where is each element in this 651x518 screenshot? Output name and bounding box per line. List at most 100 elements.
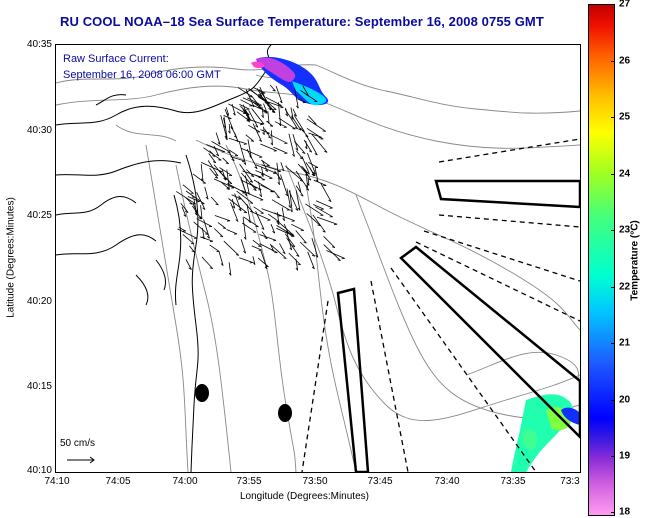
current-vector (313, 204, 324, 210)
current-vector-head (243, 162, 247, 165)
current-vector (320, 182, 332, 202)
current-vector (260, 159, 270, 167)
colorbar-tick: 23 (619, 224, 631, 236)
current-vector-head (264, 112, 268, 114)
colorbar-tick-mark (611, 343, 615, 344)
current-vector (315, 200, 333, 209)
current-vector (254, 174, 265, 181)
current-vector (297, 98, 306, 103)
current-vector-head (247, 119, 250, 123)
current-vector (237, 87, 253, 98)
x-tick-label: 73:45 (367, 476, 393, 487)
current-vector-head (279, 100, 283, 104)
colorbar-tick-mark (611, 230, 615, 231)
current-vector-head (291, 116, 294, 120)
current-vector-head (308, 178, 312, 181)
current-vector (259, 86, 264, 95)
scale-label: 50 cm/s (60, 438, 96, 449)
current-vector (188, 245, 195, 253)
current-vector-head (199, 216, 203, 220)
current-vector-head (189, 203, 193, 205)
colorbar-tick-mark (611, 400, 615, 401)
y-axis-title: Latitude (Degrees:Minutes) (5, 197, 17, 318)
current-vector-head (202, 207, 206, 210)
current-vector-head (334, 223, 338, 226)
current-vector-head (225, 137, 228, 141)
current-vector-head (295, 148, 299, 151)
station-marker (278, 404, 292, 422)
current-vector (222, 157, 229, 165)
current-vector-head (261, 227, 265, 230)
current-vector (273, 190, 280, 199)
current-vector (228, 123, 231, 134)
current-vector-head (305, 188, 309, 191)
current-vector-head (290, 234, 294, 236)
current-vector (226, 229, 238, 235)
current-vector (177, 228, 198, 239)
current-vector-head (331, 246, 336, 248)
current-vector-head (231, 158, 235, 162)
current-vector (252, 256, 256, 265)
colorbar-tick: 19 (619, 450, 631, 462)
current-vector (305, 172, 308, 188)
current-vector (275, 85, 283, 104)
current-vector-head (304, 146, 308, 150)
y-tick-label: 40:30 (26, 125, 52, 136)
current-vector-head (272, 230, 276, 234)
current-vector (209, 168, 219, 179)
colorbar-tick-mark (611, 174, 615, 175)
current-vector-head (281, 168, 285, 172)
current-vector (261, 231, 268, 240)
current-vector (245, 134, 255, 142)
current-vector (228, 149, 239, 157)
current-vector (245, 89, 255, 108)
current-vector-head (285, 193, 288, 197)
colorbar-tick-mark (611, 117, 615, 118)
x-tick-label: 74:10 (44, 476, 70, 487)
current-vector (312, 214, 326, 233)
current-vector-head (295, 208, 299, 211)
current-vector-head (302, 152, 306, 154)
current-vector-head (311, 173, 315, 177)
current-vector (291, 115, 302, 131)
current-vector (230, 202, 239, 222)
current-vector-head (314, 153, 318, 156)
current-vector (200, 164, 204, 182)
scale-arrow (67, 456, 95, 464)
current-vector (278, 102, 282, 126)
current-vector (261, 106, 264, 118)
current-vector (263, 103, 268, 113)
current-vector (308, 161, 319, 168)
current-vector-head (337, 259, 341, 261)
current-vector-head (301, 130, 305, 133)
current-vector (305, 203, 324, 216)
current-vector-head (205, 196, 209, 200)
current-vector (270, 130, 273, 146)
current-vector (249, 89, 270, 104)
current-vector-head (267, 120, 270, 124)
map-canvas (56, 45, 580, 472)
current-vector-head (265, 169, 268, 172)
current-vector (294, 88, 299, 109)
current-vector (314, 167, 319, 182)
map-plot-area[interactable] (55, 44, 581, 473)
current-vector-head (268, 107, 272, 111)
current-vector (246, 149, 258, 169)
current-vector-head (297, 263, 301, 266)
current-vector-head (306, 171, 310, 175)
current-vector-head (214, 176, 219, 179)
current-vector (192, 173, 206, 184)
current-vector (277, 220, 295, 236)
current-vector (218, 251, 224, 266)
current-vector-head (247, 191, 250, 195)
current-vector-head (254, 166, 258, 170)
current-vector (259, 234, 277, 241)
x-axis-title: Longitude (Degrees:Minutes) (240, 491, 369, 502)
current-vector-head (269, 125, 273, 127)
current-vector (247, 97, 262, 106)
current-vector-head (273, 240, 277, 242)
current-vector-head (285, 113, 288, 117)
colorbar-tick: 20 (619, 394, 631, 406)
current-vector (269, 134, 288, 144)
y-tick-label: 40:10 (26, 465, 52, 476)
